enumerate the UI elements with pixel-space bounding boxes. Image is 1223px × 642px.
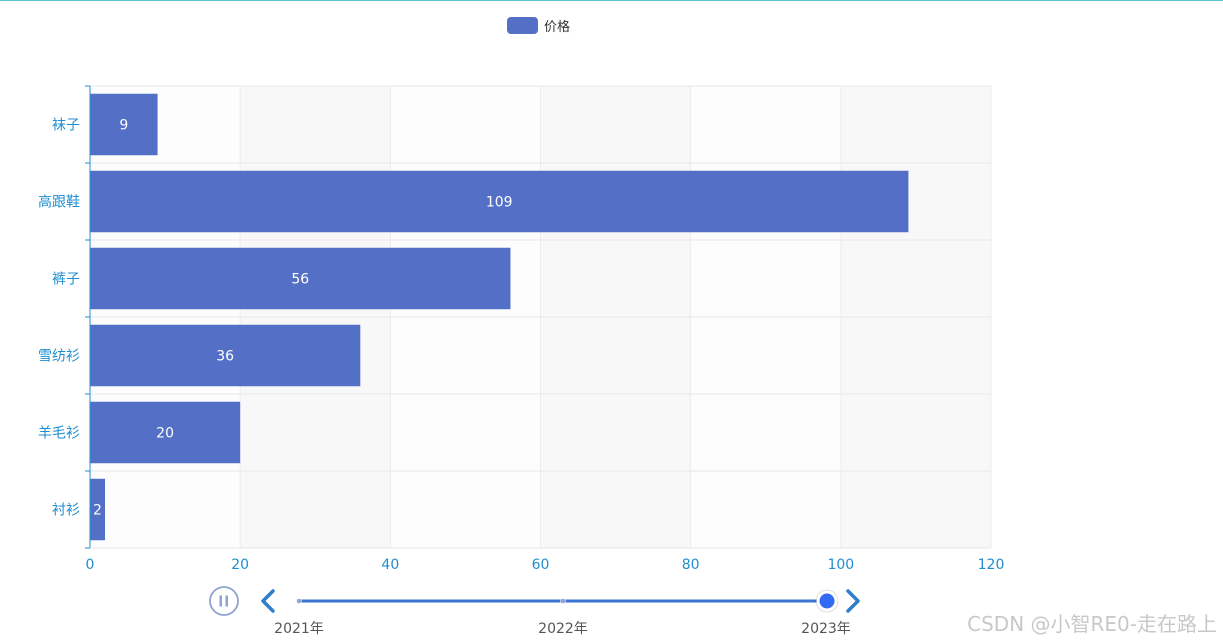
- bar-value-label: 9: [119, 118, 128, 134]
- x-axis-tick-label: 40: [381, 557, 399, 573]
- timeline-label-2022[interactable]: 2022年: [538, 621, 588, 637]
- y-axis: 衬衫 羊毛衫 雪纺衫 裤子 高跟鞋 袜子: [38, 85, 91, 549]
- prev-arrow-icon[interactable]: [261, 589, 275, 613]
- pause-icon-bar-left: [219, 595, 222, 607]
- legend-swatch: [507, 16, 538, 34]
- x-axis-tick-label: 60: [532, 557, 550, 573]
- x-axis-tick-label: 120: [978, 557, 1005, 573]
- timeline-current-handle[interactable]: [816, 590, 838, 612]
- bar: [90, 93, 158, 156]
- bar: [90, 401, 241, 464]
- bar: [90, 247, 511, 310]
- bar-value-label: 36: [216, 349, 234, 365]
- timeline-dot[interactable]: [296, 598, 302, 604]
- y-axis-tick-label: 裤子: [52, 272, 80, 288]
- bars: [90, 93, 909, 541]
- timeline-dot[interactable]: [560, 598, 566, 604]
- pause-icon-bar-right: [225, 595, 228, 607]
- y-axis-tick-label: 衬衫: [52, 503, 80, 519]
- y-axis-tick-label: 高跟鞋: [38, 194, 80, 211]
- top-border: [0, 0, 1223, 1]
- legend[interactable]: 价格: [507, 16, 571, 35]
- bar-value-label: 56: [291, 272, 309, 288]
- bar: [90, 170, 909, 233]
- grid-lines: [90, 85, 992, 549]
- x-axis-tick-label: 80: [682, 557, 700, 573]
- timeline-label-2021[interactable]: 2021年: [274, 621, 324, 637]
- bar-value-label: 109: [486, 195, 513, 211]
- bar-value-label: 2: [93, 503, 102, 519]
- pause-button[interactable]: [209, 586, 239, 616]
- legend-label: 价格: [544, 19, 571, 35]
- x-axis-tick-label: 20: [231, 557, 249, 573]
- timeline-label-2023[interactable]: 2023年: [801, 621, 851, 637]
- y-axis-tick-label: 羊毛衫: [38, 426, 80, 442]
- x-axis-tick-label: 0: [86, 557, 95, 573]
- y-axis-tick-label: 雪纺衫: [38, 349, 80, 365]
- bar-labels: 2 20 36 56 109 9: [93, 118, 513, 519]
- bar-value-label: 20: [156, 426, 174, 442]
- bar: [90, 324, 361, 387]
- bar: [90, 478, 106, 541]
- x-axis: 0 20 40 60 80 100 120: [86, 547, 1005, 573]
- y-axis-tick-label: 袜子: [52, 118, 80, 134]
- timeline-handle-shadow: [815, 589, 839, 613]
- watermark: CSDN @小智RE0-走在路上: [967, 612, 1217, 636]
- timeline: [209, 586, 860, 616]
- pause-button-ring: [209, 586, 239, 616]
- x-axis-tick-label: 100: [827, 557, 854, 573]
- next-arrow-icon[interactable]: [846, 589, 860, 613]
